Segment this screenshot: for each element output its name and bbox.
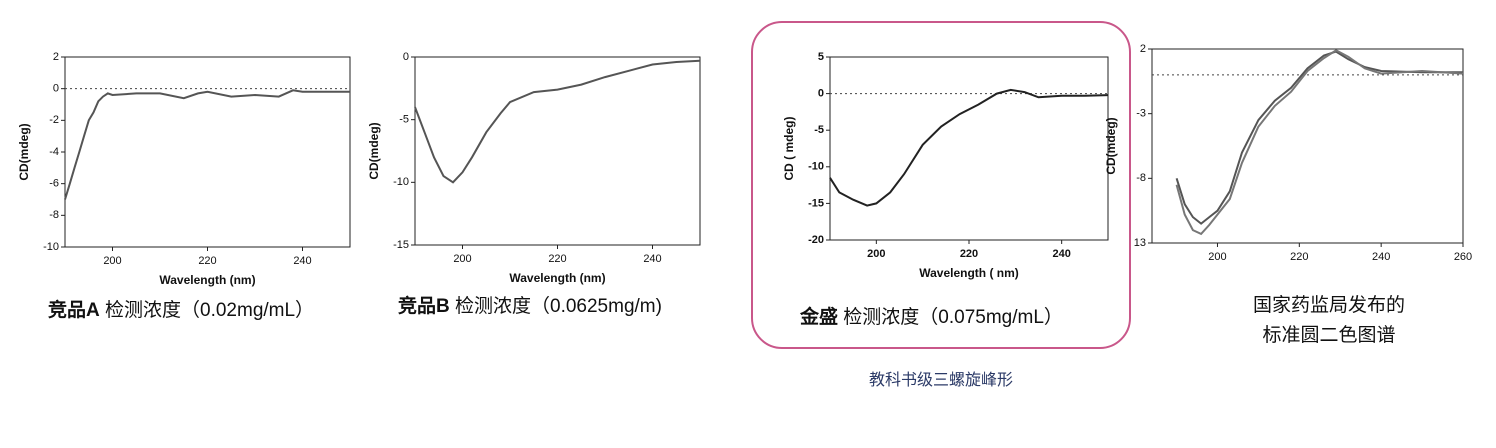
plot-frame [64, 56, 351, 248]
y-axis-label: CD(mdeg) [1104, 117, 1118, 174]
y-tick-label: -8 [49, 209, 59, 221]
y-tick-label: -10 [808, 161, 824, 173]
y-tick-label: -2 [49, 114, 59, 126]
y-tick-label: 0 [818, 88, 824, 100]
caption: 竞品B 检测浓度（0.0625mg/m) [398, 294, 662, 317]
cd-line [829, 88, 1109, 207]
caption-bold: 金盛 [799, 305, 838, 328]
x-axis-label: Wavelength ( nm) [919, 266, 1019, 280]
caption: 竞品A 检测浓度（0.02mg/mL） [48, 298, 314, 321]
caption-bold: 竞品B [398, 294, 450, 317]
y-tick-label: -6 [49, 178, 59, 190]
caption-text: 检测浓度（0.0625mg/m) [450, 295, 662, 317]
y-axis-label: CD(mdeg) [17, 123, 31, 180]
x-tick-label: 200 [103, 255, 121, 267]
y-axis-label: CD(mdeg) [367, 122, 381, 179]
y-tick-label: -4 [49, 146, 59, 158]
plot-frame [829, 56, 1109, 241]
y-tick-label: -15 [393, 239, 409, 251]
y-tick-label: -20 [808, 234, 824, 246]
highlight-frame [751, 21, 1131, 349]
cd-line [64, 89, 350, 200]
x-tick-label: 240 [1372, 251, 1390, 263]
x-axis-label: Wavelength (nm) [159, 273, 255, 287]
x-tick-label: 220 [198, 255, 216, 267]
cd-line [1175, 50, 1463, 225]
caption-line: 标准圆二色图谱 [1262, 324, 1395, 346]
y-tick-label: 0 [53, 83, 59, 95]
x-tick-label: 200 [867, 248, 885, 260]
x-tick-label: 220 [548, 253, 566, 265]
y-tick-label: -10 [393, 176, 409, 188]
caption-line: 国家药监局发布的 [1253, 294, 1405, 316]
caption-text: 检测浓度（0.075mg/mL） [838, 306, 1063, 328]
y-tick-label: 13 [1134, 237, 1146, 249]
y-tick-label: -5 [399, 114, 409, 126]
y-tick-label: 5 [818, 51, 824, 63]
y-tick-label: -3 [1136, 108, 1146, 120]
cd-line [414, 59, 701, 184]
y-tick-label: -8 [1136, 172, 1146, 184]
cd-line [1175, 49, 1464, 236]
plot-frame [1151, 48, 1464, 244]
x-tick-label: 220 [960, 248, 978, 260]
plot-frame [414, 56, 701, 246]
x-tick-label: 240 [643, 253, 661, 265]
x-tick-label: 240 [1052, 248, 1070, 260]
x-tick-label: 220 [1290, 251, 1308, 263]
y-tick-label: 2 [1140, 43, 1146, 55]
y-axis-label: CD ( mdeg) [782, 117, 796, 181]
x-tick-label: 200 [1208, 251, 1226, 263]
caption: 金盛 检测浓度（0.075mg/mL） [799, 305, 1063, 328]
y-tick-label: 2 [53, 51, 59, 63]
caption-text: 检测浓度（0.02mg/mL） [100, 299, 314, 321]
y-tick-label: -10 [43, 241, 59, 253]
x-tick-label: 240 [293, 255, 311, 267]
y-tick-label: -15 [808, 197, 824, 209]
y-tick-label: 0 [403, 51, 409, 63]
x-axis-label: Wavelength (nm) [509, 271, 605, 285]
annotation: 教科书级三螺旋峰形 [869, 371, 1013, 389]
caption-bold: 竞品A [48, 298, 100, 321]
x-tick-label: 200 [453, 253, 471, 265]
x-tick-label: 260 [1454, 251, 1472, 263]
y-tick-label: -5 [814, 124, 824, 136]
